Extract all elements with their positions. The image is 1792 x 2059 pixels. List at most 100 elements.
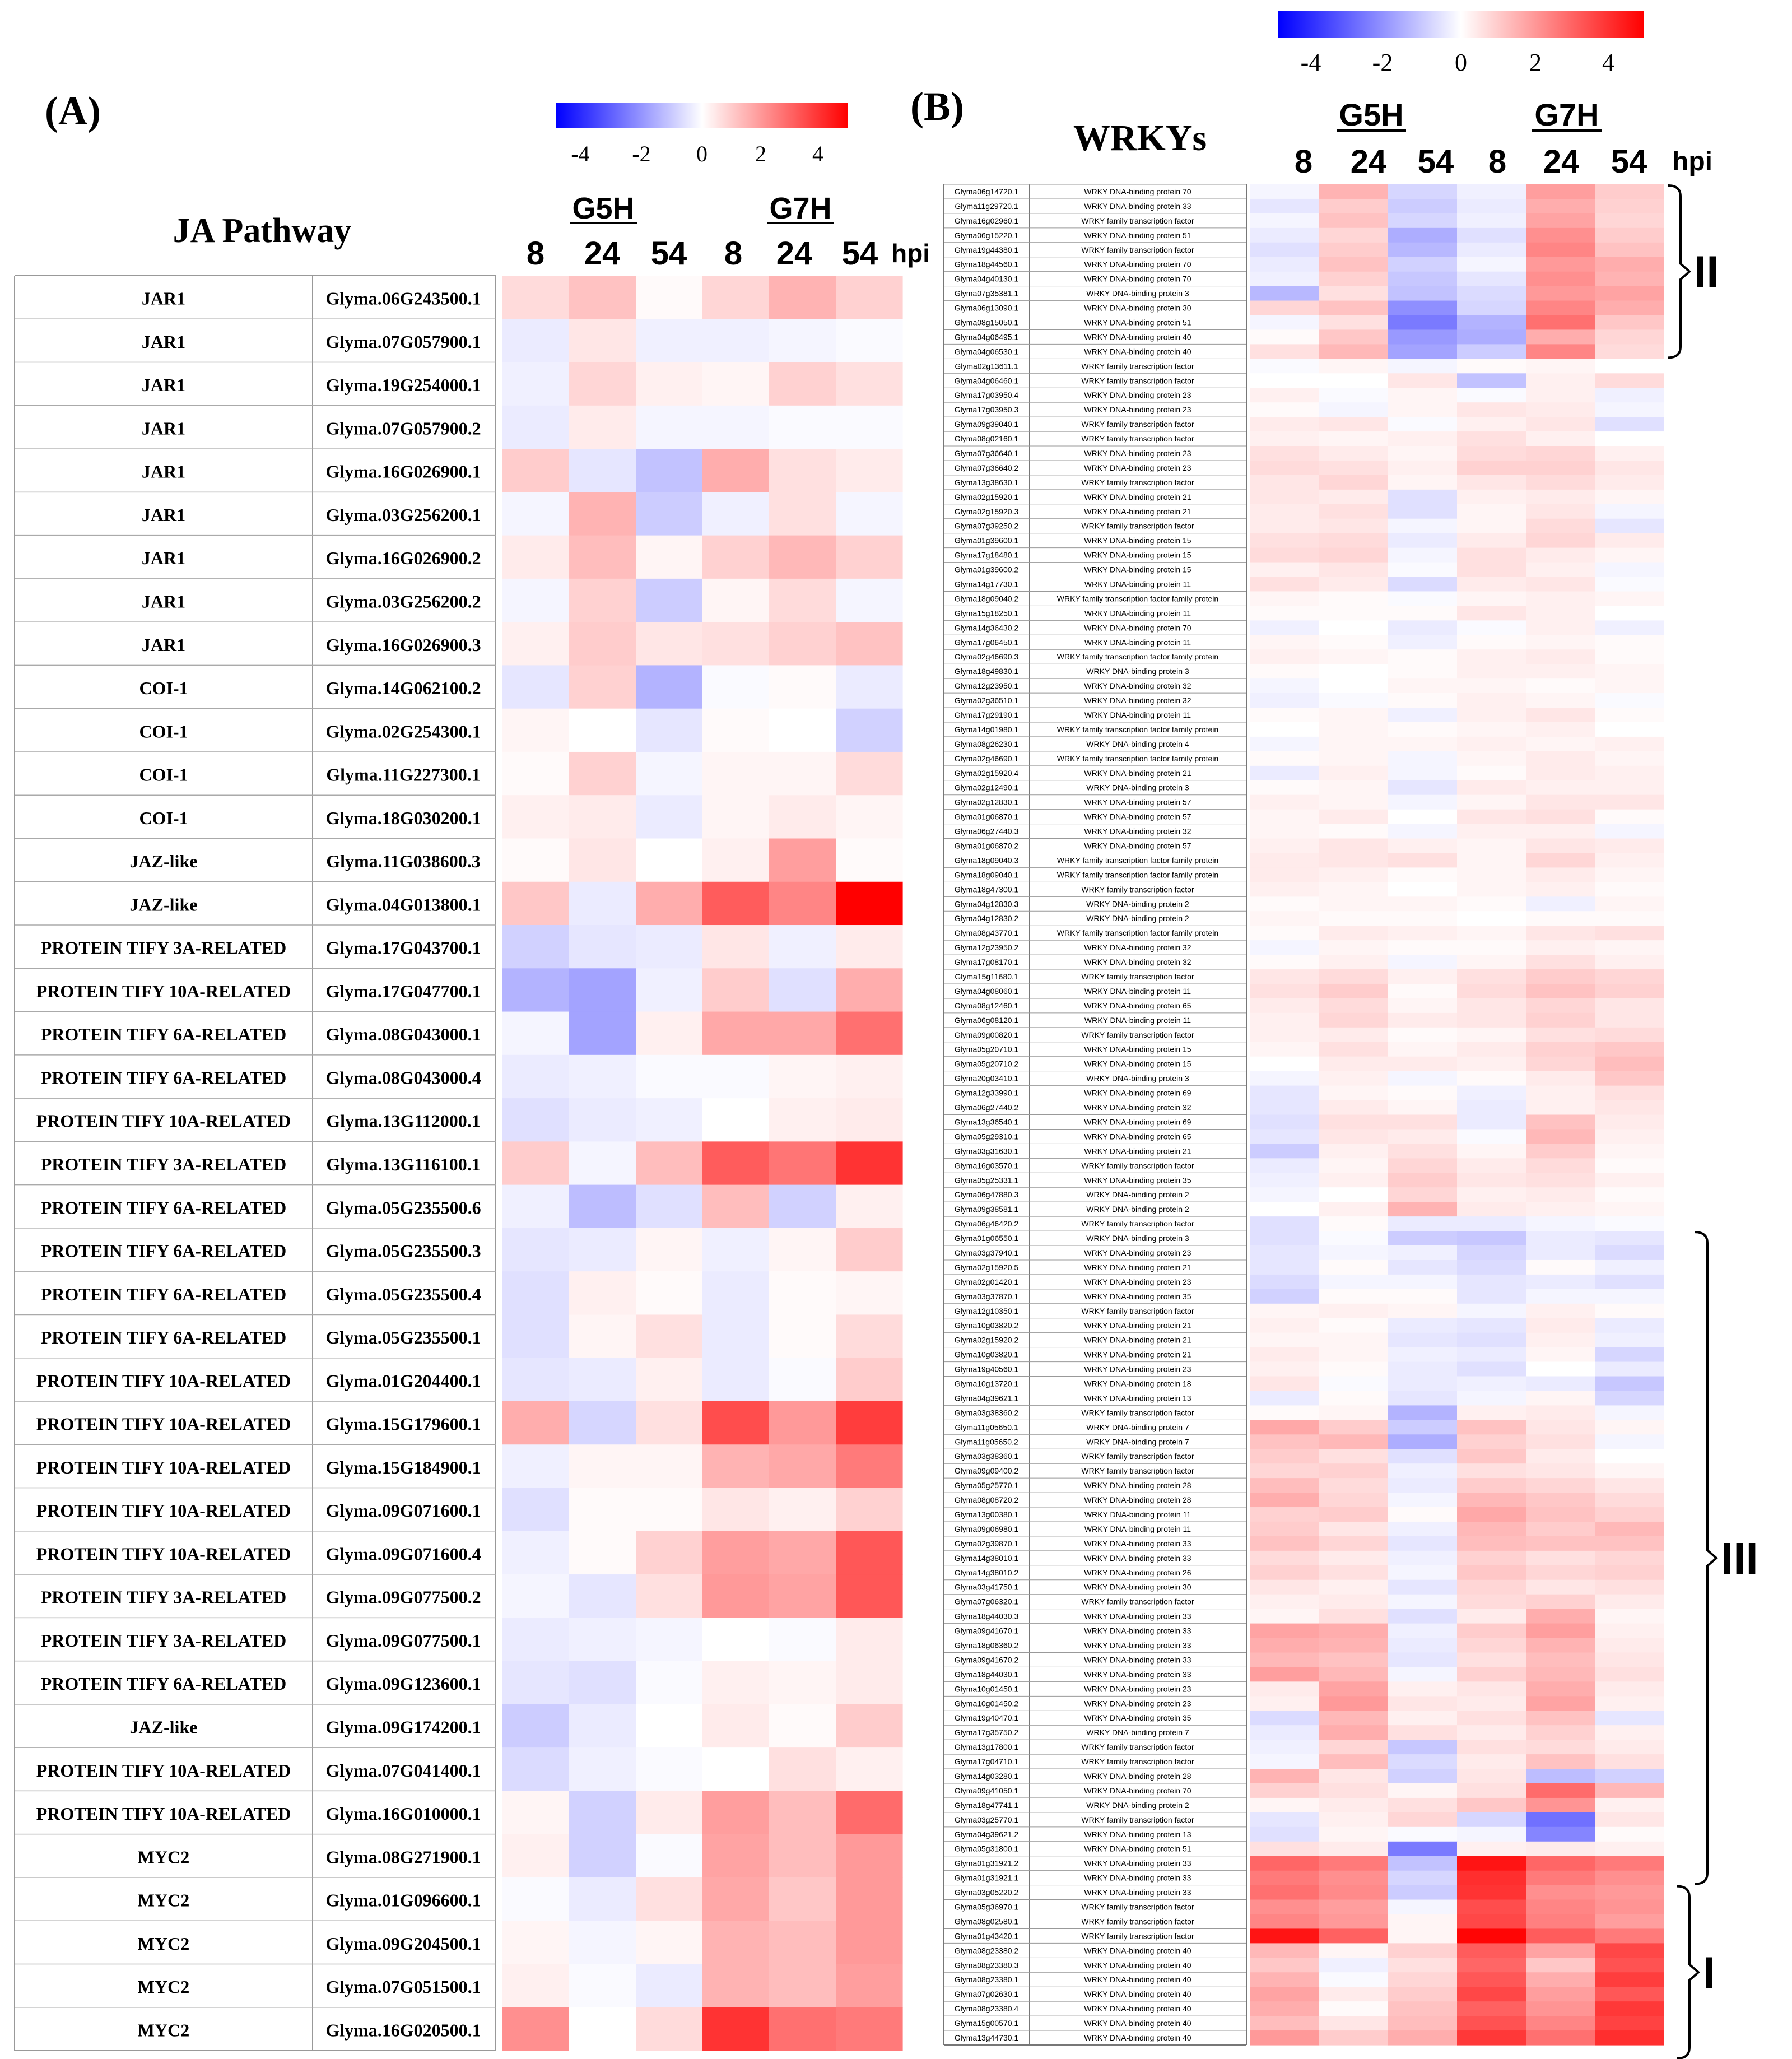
panel-b-heatmap-cell (1319, 1507, 1389, 1522)
panel-b-row-id: Glyma08g02160.1 (955, 434, 1019, 443)
panel-b-heatmap-cell (1388, 1681, 1458, 1697)
panel-b-heatmap-cell (1250, 1550, 1320, 1566)
panel-b-heatmap-cell (1319, 1812, 1389, 1828)
panel-b-heatmap-cell (1526, 562, 1595, 578)
panel-a-heatmap-cell (769, 1877, 836, 1921)
panel-a-heatmap-cell (702, 1141, 770, 1186)
panel-a-heatmap-cell (636, 1011, 703, 1056)
panel-b-heatmap-cell (1595, 1493, 1664, 1508)
panel-b-heatmap-cell (1526, 1434, 1595, 1449)
panel-a-heatmap-cell (702, 968, 770, 1012)
panel-a-heatmap-cell (769, 1358, 836, 1402)
panel-b-heatmap-cell (1526, 794, 1595, 810)
panel-b-heatmap-cell (1457, 475, 1526, 490)
panel-b-heatmap-cell (1250, 649, 1320, 664)
panel-a-row-name: COI-1 (139, 721, 188, 741)
panel-a-heatmap-cell (702, 405, 770, 449)
panel-a-heatmap-cell (636, 1184, 703, 1229)
panel-b-heatmap-cell (1595, 794, 1664, 810)
panel-b-heatmap-cell (1526, 1870, 1595, 1886)
panel-b-row-id: Glyma18g44030.1 (955, 1670, 1019, 1679)
panel-b-heatmap-cell (1388, 1071, 1458, 1086)
panel-b-row-id: Glyma09g41670.2 (955, 1655, 1019, 1664)
panel-b-row-desc: WRKY family transcription factor (1081, 1408, 1194, 1417)
panel-b-row-id: Glyma17g35750.2 (955, 1728, 1019, 1737)
panel-b-row-id: Glyma11g05650.2 (955, 1437, 1018, 1446)
panel-b-heatmap-cell (1526, 198, 1595, 214)
panel-b-heatmap-cell (1595, 1609, 1664, 1624)
panel-a-heatmap-cell (836, 1921, 903, 1965)
panel-a-heatmap-cell (636, 1488, 703, 1532)
panel-a-heatmap (502, 276, 903, 2051)
panel-b-heatmap-cell (1526, 1594, 1595, 1610)
panel-b-heatmap-cell (1250, 1812, 1320, 1828)
panel-b-heatmap-cell (1319, 606, 1389, 621)
panel-b-heatmap-cell (1457, 1826, 1526, 1842)
panel-b-heatmap-cell (1319, 1579, 1389, 1595)
panel-b-heatmap-cell (1526, 1667, 1595, 1682)
panel-b-heatmap-cell (1595, 271, 1664, 287)
panel-b-row-id: Glyma08g08720.2 (955, 1495, 1019, 1504)
panel-b-heatmap-cell (1526, 1943, 1595, 1958)
panel-b-heatmap-cell (1388, 780, 1458, 796)
panel-b-cluster-label: III (1721, 1533, 1758, 1583)
panel-b-heatmap-cell (1250, 635, 1320, 650)
panel-b-heatmap-cell (1595, 620, 1664, 635)
panel-b-heatmap-cell (1250, 824, 1320, 839)
panel-b-row-desc: WRKY family transcription factor (1081, 1815, 1194, 1824)
panel-a-heatmap-cell (569, 795, 636, 839)
panel-b-heatmap-cell (1457, 1245, 1526, 1261)
panel-b-heatmap-cell (1595, 1754, 1664, 1769)
panel-b-heatmap-cell (1250, 780, 1320, 796)
panel-a-heatmap-cell (502, 665, 570, 709)
panel-a-heatmap-cell (636, 1834, 703, 1878)
panel-a-heatmap-cell (502, 1271, 570, 1316)
panel-b-row-desc: WRKY DNA-binding protein 40 (1084, 2004, 1191, 2013)
panel-b-row-id: Glyma08g23380.4 (955, 2004, 1019, 2013)
panel-b-heatmap-cell (1457, 838, 1526, 854)
panel-b-heatmap-cell (1319, 547, 1389, 563)
panel-a-colorbar-tick: -4 (571, 141, 589, 166)
panel-b-heatmap-cell (1250, 1332, 1320, 1348)
panel-a-row-id: Glyma.16G026900.3 (325, 635, 481, 655)
panel-b-heatmap-cell (1526, 693, 1595, 708)
panel-b-heatmap-cell (1526, 1391, 1595, 1406)
panel-b-heatmap-cell (1250, 1158, 1320, 1173)
panel-a-heatmap-cell (569, 449, 636, 492)
panel-b-row-id: Glyma02g46690.1 (955, 754, 1019, 763)
panel-b-heatmap-cell (1457, 1565, 1526, 1581)
panel-b-row-desc: WRKY family transcription factor (1081, 420, 1194, 429)
panel-b-heatmap-cell (1457, 678, 1526, 694)
panel-b-heatmap-cell (1319, 1536, 1389, 1551)
panel-b-heatmap-cell (1250, 998, 1320, 1014)
panel-a-heatmap-cell (769, 276, 836, 319)
panel-a-heatmap-cell (569, 665, 636, 709)
panel-b-heatmap-cell (1457, 402, 1526, 417)
panel-a-row-name: PROTEIN TIFY 3A-RELATED (41, 1587, 287, 1607)
panel-b-heatmap-cell (1595, 1303, 1664, 1319)
panel-a-heatmap-cell (702, 1834, 770, 1878)
panel-b-heatmap-cell (1526, 1609, 1595, 1624)
panel-a-heatmap-cell (702, 665, 770, 709)
panel-b-heatmap-cell (1319, 983, 1389, 999)
panel-b-heatmap-cell (1319, 1740, 1389, 1755)
panel-b-heatmap-cell (1388, 1085, 1458, 1101)
panel-b-row-id: Glyma14g36430.2 (955, 623, 1019, 632)
panel-a-row-id: Glyma.16G020500.1 (325, 2020, 481, 2040)
panel-a-row-name: PROTEIN TIFY 6A-RELATED (41, 1067, 287, 1087)
panel-b-row-desc: WRKY DNA-binding protein 23 (1084, 463, 1191, 472)
panel-a-heatmap-cell (636, 319, 703, 363)
panel-b-heatmap-cell (1457, 1231, 1526, 1246)
panel-b-row-desc: WRKY DNA-binding protein 21 (1084, 1146, 1191, 1155)
panel-b-heatmap-cell (1457, 489, 1526, 505)
panel-a-heatmap-cell (502, 276, 570, 319)
panel-a-row-name: JAR1 (142, 592, 185, 612)
panel-b-heatmap-cell (1595, 1769, 1664, 1784)
panel-a-heatmap-cell (836, 795, 903, 839)
panel-b-heatmap-cell (1457, 373, 1526, 388)
panel-b-group-label-g7h: G7H (1534, 97, 1599, 132)
panel-b-heatmap-cell (1595, 1042, 1664, 1057)
panel-b-heatmap-cell (1526, 315, 1595, 331)
panel-a-row-id: Glyma.14G062100.2 (325, 678, 481, 698)
panel-b-heatmap-cell (1595, 1638, 1664, 1653)
